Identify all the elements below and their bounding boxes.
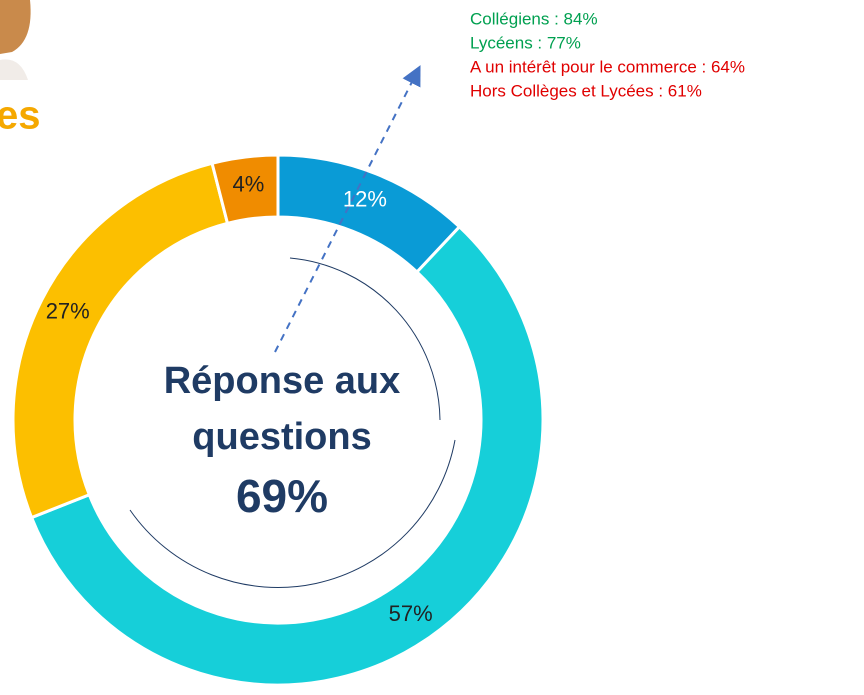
center-value: 69%	[236, 470, 328, 522]
slice-label: 4%	[233, 172, 265, 197]
avatar-fragment	[0, 0, 31, 80]
annotation: Hors Collèges et Lycées : 61%	[470, 81, 702, 100]
slice-label: 12%	[343, 186, 387, 211]
heading-fragment: es	[0, 94, 41, 138]
annotation: Collégiens : 84%	[470, 9, 598, 28]
annotation: A un intérêt pour le commerce : 64%	[470, 57, 745, 76]
slice-label: 27%	[46, 299, 90, 324]
slice-label: 57%	[389, 601, 433, 626]
annotation: Lycéens : 77%	[470, 33, 581, 52]
slide: es 12%57%27%4% Réponse auxquestions 69% …	[0, 0, 864, 695]
annotations: Collégiens : 84% Lycéens : 77% A un intérê…	[470, 9, 745, 100]
